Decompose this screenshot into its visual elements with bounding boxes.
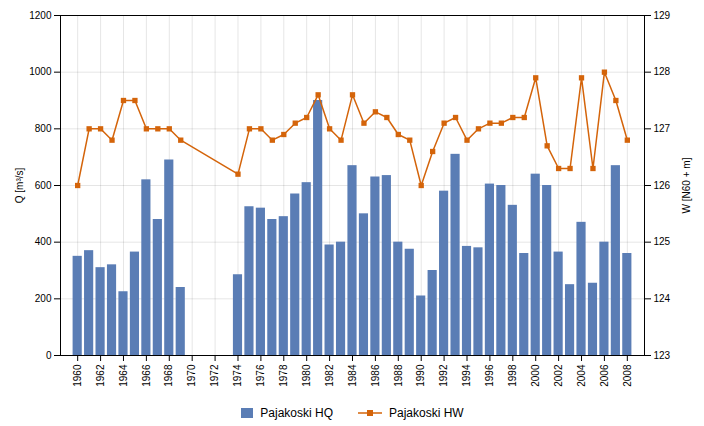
svg-text:1200: 1200 <box>29 10 52 21</box>
svg-text:1962: 1962 <box>95 364 106 387</box>
svg-text:1978: 1978 <box>278 364 289 387</box>
svg-text:1972: 1972 <box>209 364 220 387</box>
svg-text:1996: 1996 <box>484 364 495 387</box>
svg-text:125: 125 <box>654 236 671 247</box>
svg-text:600: 600 <box>35 180 52 191</box>
svg-text:400: 400 <box>35 236 52 247</box>
svg-text:1992: 1992 <box>438 364 449 387</box>
svg-text:1984: 1984 <box>347 364 358 387</box>
svg-text:Q [m³/s]: Q [m³/s] <box>14 168 25 204</box>
svg-text:2006: 2006 <box>599 364 610 387</box>
svg-text:2000: 2000 <box>530 364 541 387</box>
svg-text:0: 0 <box>46 350 52 361</box>
svg-text:1988: 1988 <box>393 364 404 387</box>
svg-text:1970: 1970 <box>186 364 197 387</box>
svg-text:1000: 1000 <box>29 66 52 77</box>
svg-text:126: 126 <box>654 180 671 191</box>
svg-text:1964: 1964 <box>118 364 129 387</box>
svg-text:1990: 1990 <box>415 364 426 387</box>
svg-text:800: 800 <box>35 123 52 134</box>
svg-text:1994: 1994 <box>461 364 472 387</box>
svg-text:128: 128 <box>654 66 671 77</box>
svg-text:124: 124 <box>654 293 671 304</box>
svg-text:1966: 1966 <box>141 364 152 387</box>
html-text:Pajakoski HQ: Pajakoski HQ <box>260 406 333 420</box>
svg-text:1980: 1980 <box>301 364 312 387</box>
svg-text:1976: 1976 <box>255 364 266 387</box>
svg-text:1960: 1960 <box>72 364 83 387</box>
svg-text:1968: 1968 <box>163 364 174 387</box>
svg-text:1998: 1998 <box>507 364 518 387</box>
svg-text:1986: 1986 <box>370 364 381 387</box>
svg-text:129: 129 <box>654 10 671 21</box>
svg-text:123: 123 <box>654 350 671 361</box>
svg-text:1982: 1982 <box>324 364 335 387</box>
svg-text:2004: 2004 <box>576 364 587 387</box>
svg-text:2008: 2008 <box>622 364 633 387</box>
svg-text:W [N60 + m]: W [N60 + m] <box>681 157 692 213</box>
svg-text:1974: 1974 <box>232 364 243 387</box>
html-text:Pajakoski HW: Pajakoski HW <box>389 406 464 420</box>
svg-text:127: 127 <box>654 123 671 134</box>
svg-text:2002: 2002 <box>553 364 564 387</box>
svg-text:200: 200 <box>35 293 52 304</box>
